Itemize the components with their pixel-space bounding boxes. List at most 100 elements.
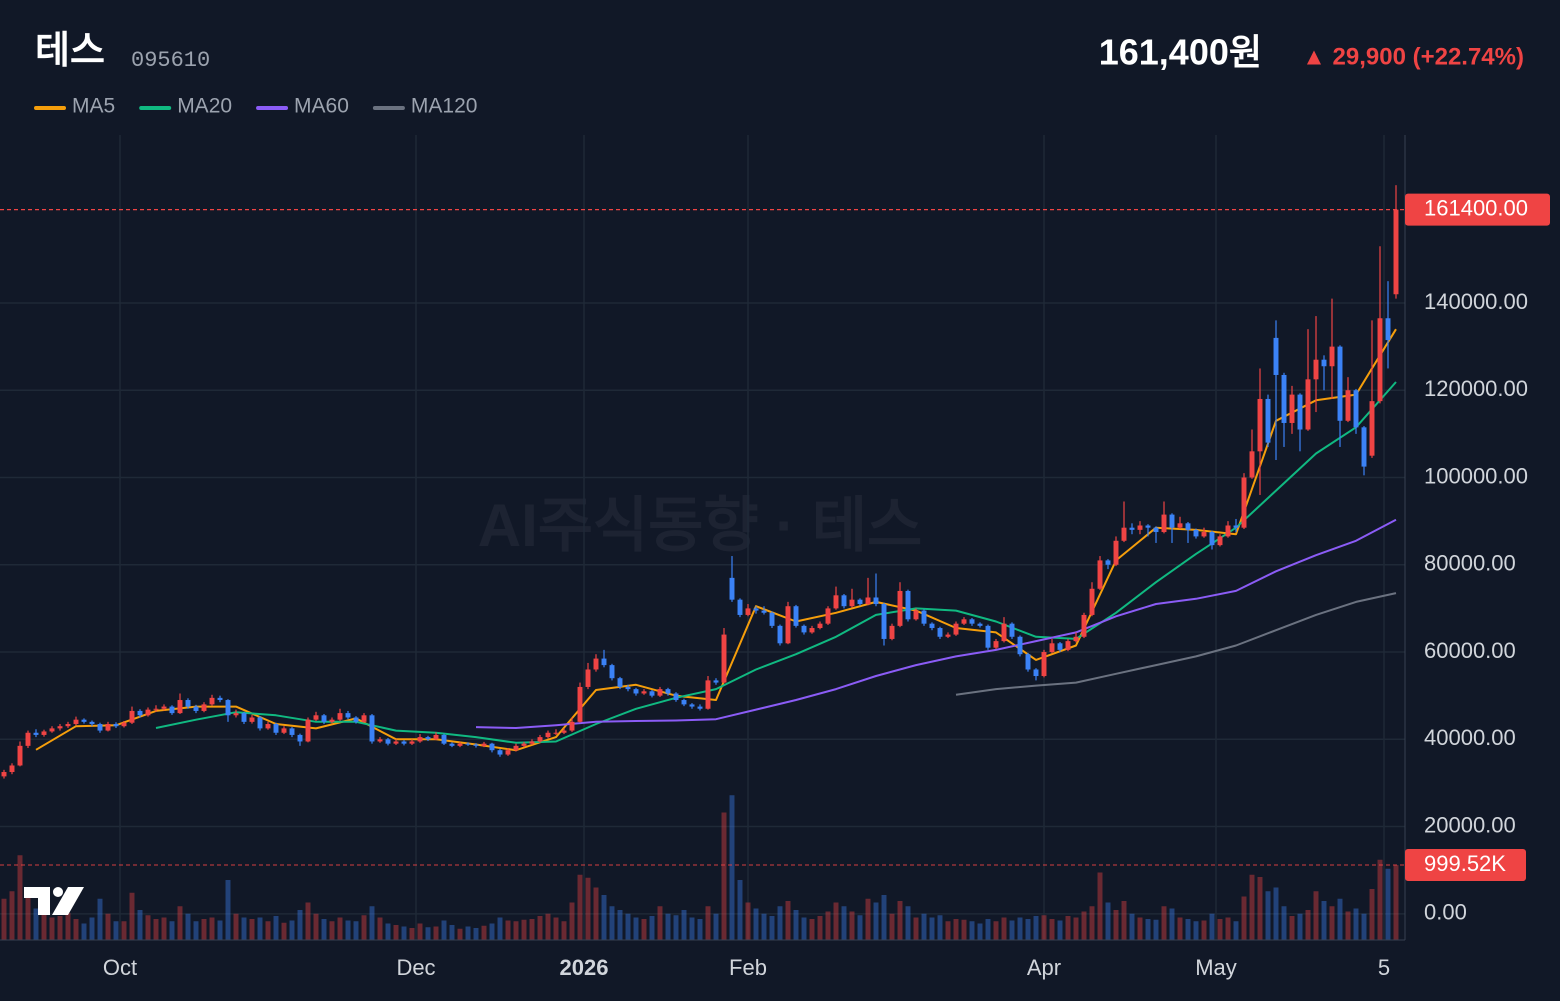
candle-body: [1113, 540, 1119, 565]
candle-body: [977, 623, 983, 626]
volume-bar: [761, 913, 767, 940]
candle-body: [169, 706, 175, 714]
volume-bar: [217, 920, 223, 940]
volume-bar: [881, 895, 887, 940]
volume-bar: [281, 922, 287, 940]
volume-bar: [713, 913, 719, 940]
candle-body: [713, 680, 719, 683]
legend: MA5 MA20 MA60 MA120: [34, 95, 477, 118]
volume-bar: [1, 898, 7, 940]
logo-part: [52, 887, 84, 915]
candle-body: [1025, 654, 1031, 670]
candle-body: [1321, 359, 1327, 367]
candle-body: [833, 595, 839, 609]
volume-pane: [1, 795, 1399, 940]
candle-body: [321, 715, 327, 722]
volume-bar: [1345, 911, 1351, 940]
volume-bar: [1065, 916, 1071, 940]
volume-bar: [1273, 887, 1279, 940]
candle-body: [1089, 588, 1095, 615]
ma-line: [955, 592, 1397, 696]
candle-body: [825, 608, 831, 624]
last-price-tag: [1405, 193, 1550, 226]
y-tick-label: 140000.00: [1424, 289, 1528, 314]
volume-bar: [1097, 872, 1103, 940]
candle-body: [409, 741, 415, 744]
volume-bar: [993, 921, 999, 940]
volume-bar: [729, 795, 735, 940]
volume-bar: [449, 925, 455, 940]
x-tick-label: Dec: [396, 955, 435, 980]
candle-body: [617, 678, 623, 687]
candle-body: [193, 706, 199, 711]
volume-bar: [361, 915, 367, 940]
candle-body: [65, 724, 71, 727]
candle-body: [1161, 514, 1167, 533]
volume-bar: [1049, 919, 1055, 940]
candle-body: [473, 744, 479, 746]
volume-bar: [73, 919, 79, 940]
volume-bar: [553, 917, 559, 940]
volume-bar: [9, 891, 15, 940]
candle-body: [9, 765, 15, 773]
y-tick-label: 80000.00: [1424, 551, 1516, 576]
volume-bar: [1025, 919, 1031, 940]
volume-bar: [785, 901, 791, 940]
y-tick-label: 60000.00: [1424, 638, 1516, 663]
volume-bar: [1113, 910, 1119, 940]
volume-bar: [225, 880, 231, 940]
volume-bar: [401, 926, 407, 940]
candle-body: [1377, 318, 1383, 402]
candle-body: [505, 750, 511, 755]
candle-body: [33, 732, 39, 735]
candles: [1, 185, 1399, 779]
candle-body: [497, 750, 503, 755]
candle-body: [1249, 451, 1255, 478]
candle-body: [705, 680, 711, 709]
candle-body: [657, 689, 663, 696]
y-tick-label: 40000.00: [1424, 725, 1516, 750]
volume-bar: [929, 917, 935, 940]
candle-body: [1193, 529, 1199, 537]
volume-bar: [201, 919, 207, 940]
logo-part: [53, 887, 63, 897]
candle-body: [489, 743, 495, 751]
candle-body: [1121, 527, 1127, 541]
candle-body: [1289, 394, 1295, 423]
volume-bar: [305, 902, 311, 940]
candle-body: [1009, 623, 1015, 637]
volume-bar: [1217, 919, 1223, 940]
volume-bar: [233, 913, 239, 940]
volume-bar: [425, 927, 431, 940]
ma-line: [155, 381, 1397, 744]
volume-bar: [417, 923, 423, 940]
candle-body: [545, 732, 551, 738]
volume-bar: [313, 913, 319, 940]
candle-body: [273, 724, 279, 733]
volume-bar: [409, 928, 415, 940]
volume-bar: [961, 919, 967, 940]
candle-body: [1, 772, 7, 777]
candle-body: [1209, 532, 1215, 546]
volume-bar: [873, 902, 879, 940]
price-change: ▲ 29,900 (+22.74%): [1302, 43, 1524, 70]
volume-bar: [689, 917, 695, 940]
candle-body: [873, 597, 879, 605]
candle-body: [561, 730, 567, 733]
volume-bar: [1033, 916, 1039, 940]
candle-body: [1169, 514, 1175, 528]
volume-bar: [1313, 891, 1319, 940]
volume-bar: [1001, 917, 1007, 940]
candle-body: [1305, 379, 1311, 430]
volume-bar: [441, 920, 447, 940]
candle-body: [993, 641, 999, 648]
candle-body: [417, 737, 423, 742]
x-tick-label: 5: [1378, 955, 1390, 980]
volume-bar: [177, 906, 183, 940]
volume-bar: [1329, 906, 1335, 940]
volume-bar: [1265, 891, 1271, 940]
volume-bar: [329, 921, 335, 940]
candle-body: [969, 619, 975, 624]
candle-body: [1353, 390, 1359, 428]
candle-body: [1081, 614, 1087, 637]
